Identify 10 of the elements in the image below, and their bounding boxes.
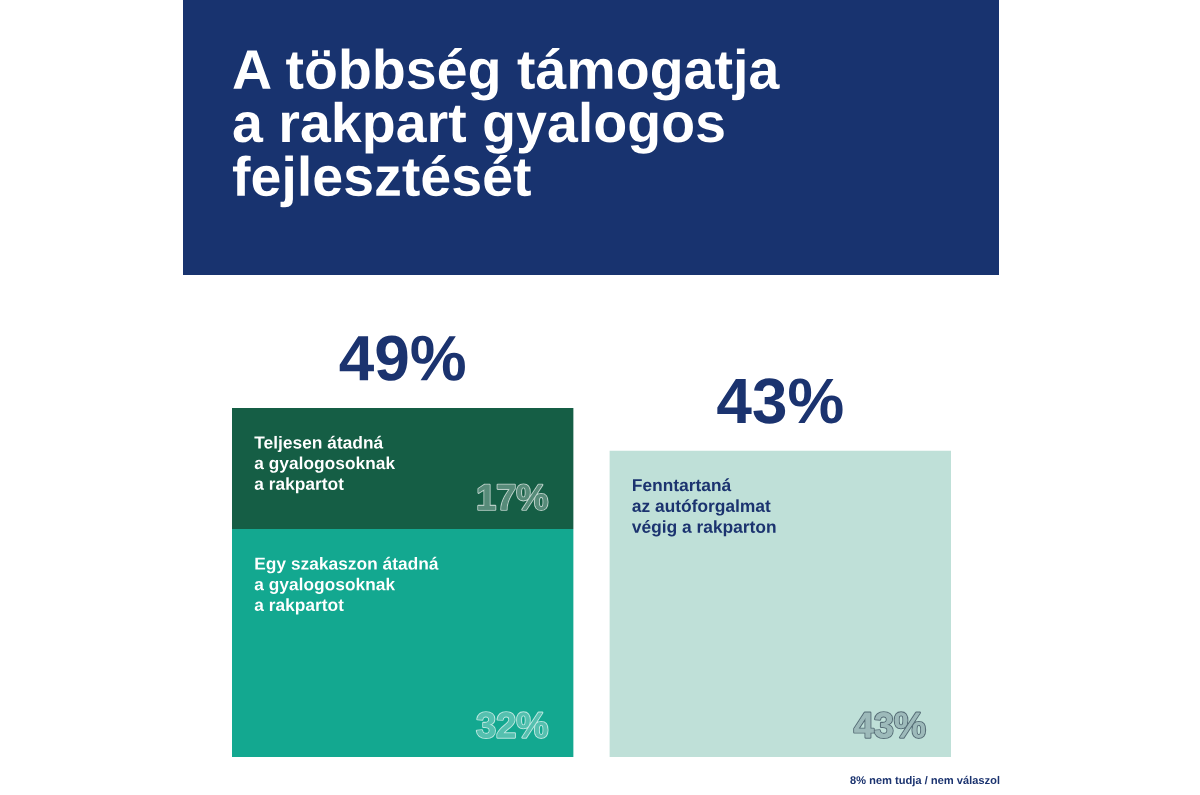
text: 8% nem tudja / nem válaszol [850,775,1000,787]
data-label: 17% [478,484,548,510]
series-label: Egy szakaszon átadná a gyalogosoknak a rakpartot [254,556,439,615]
total-label: 49% [339,335,465,381]
series-label: Fenntartaná az autóforgalmat végig a rakparton [631,478,776,537]
data-label: 32% [476,712,548,738]
series-label: Teljesen átadná a gyalogosoknak a rakpartot [254,435,396,494]
total-label: 43% [717,378,843,424]
chart-title: A többség támogatja a rakpart gyalogos fejlesztését [232,48,780,208]
data-label: 43% [854,712,926,738]
